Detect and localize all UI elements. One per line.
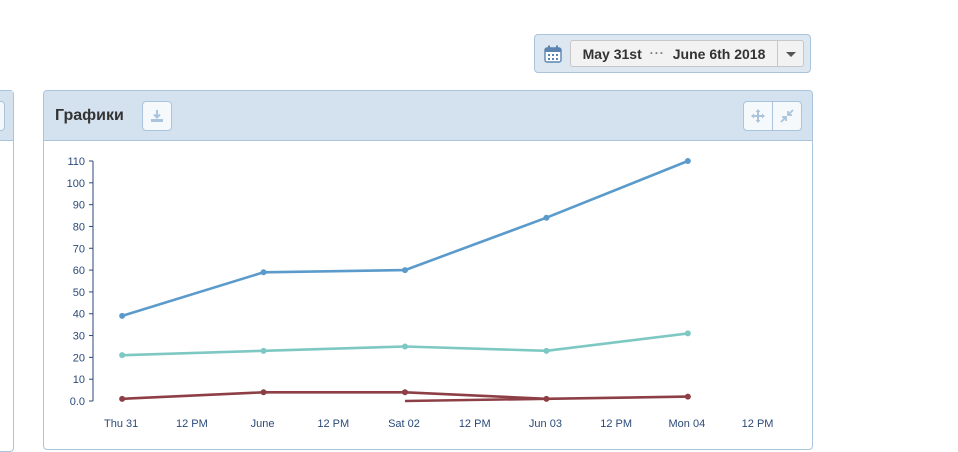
data-point	[402, 267, 408, 274]
x-axis-tick-label: June	[251, 418, 275, 430]
panel-header: Графики	[44, 91, 812, 141]
chevron-down-icon	[786, 52, 796, 57]
y-axis-tick-label: 100	[67, 178, 85, 190]
x-axis-tick-label: 12 PM	[176, 418, 208, 430]
series-line	[404, 397, 547, 403]
date-range-separator: ···	[649, 45, 665, 60]
y-axis-tick-label: 90	[73, 200, 85, 212]
y-axis-tick-label: 40	[73, 309, 85, 321]
adjacent-panel-button[interactable]	[0, 101, 5, 131]
calendar-icon[interactable]	[543, 44, 563, 64]
download-button[interactable]	[142, 101, 172, 131]
data-point	[260, 389, 267, 396]
data-point	[119, 312, 126, 319]
x-axis-tick-label: Thu 31	[104, 418, 138, 430]
date-range-picker[interactable]: May 31st ··· June 6th 2018	[534, 34, 811, 73]
y-axis-tick-label: 10	[73, 374, 85, 386]
y-axis-tick-label: 60	[73, 265, 85, 277]
x-axis-tick-label: Jun 03	[529, 418, 562, 430]
y-axis-tick-label: 50	[73, 287, 85, 299]
data-point	[119, 352, 126, 359]
data-point	[543, 347, 550, 354]
data-point	[260, 347, 267, 354]
data-point	[260, 269, 267, 276]
data-point	[543, 214, 550, 221]
series-line	[121, 159, 689, 318]
move-icon	[751, 109, 765, 123]
x-axis-tick-label: 12 PM	[600, 418, 632, 430]
data-point	[684, 330, 691, 337]
date-range-dropdown-button[interactable]	[778, 40, 804, 67]
x-axis-tick-label: Sat 02	[388, 418, 420, 430]
y-axis-tick-label: 30	[73, 331, 85, 343]
date-range-start: May 31st	[582, 45, 642, 62]
y-axis-tick-label: 20	[73, 352, 85, 364]
data-point	[119, 395, 126, 402]
x-axis-tick-label: Mon 04	[669, 418, 706, 430]
download-icon	[151, 110, 163, 122]
x-axis-tick-label: 12 PM	[317, 418, 349, 430]
y-axis-tick-label: 70	[73, 243, 85, 255]
data-point	[684, 393, 691, 400]
y-axis-tick-label: 110	[67, 156, 85, 168]
panel-title: Графики	[55, 107, 124, 124]
y-axis-tick-label: 80	[73, 221, 85, 233]
collapse-icon	[780, 109, 794, 123]
adjacent-panel	[0, 90, 14, 452]
x-axis-tick-label: 12 PM	[742, 418, 774, 430]
date-range-end: June 6th 2018	[672, 45, 766, 62]
collapse-button[interactable]	[772, 101, 802, 131]
data-point	[402, 343, 408, 350]
move-button[interactable]	[743, 101, 773, 131]
x-axis-tick-label: 12 PM	[459, 418, 491, 430]
data-point	[684, 158, 691, 164]
line-chart: 0.0 10 20 30 40 50 60 70 80 90 100 110 Thu 31 12 PM Ju…	[67, 156, 774, 430]
y-axis-tick-label: 0.0	[70, 396, 85, 408]
charts-panel: Графики 0.0 10 20 30 40 50 60 70 80 90 100 110 Thu 3…	[43, 90, 813, 450]
date-range-field[interactable]: May 31st ··· June 6th 2018	[570, 40, 778, 67]
data-point	[402, 389, 408, 396]
data-point	[543, 395, 550, 402]
